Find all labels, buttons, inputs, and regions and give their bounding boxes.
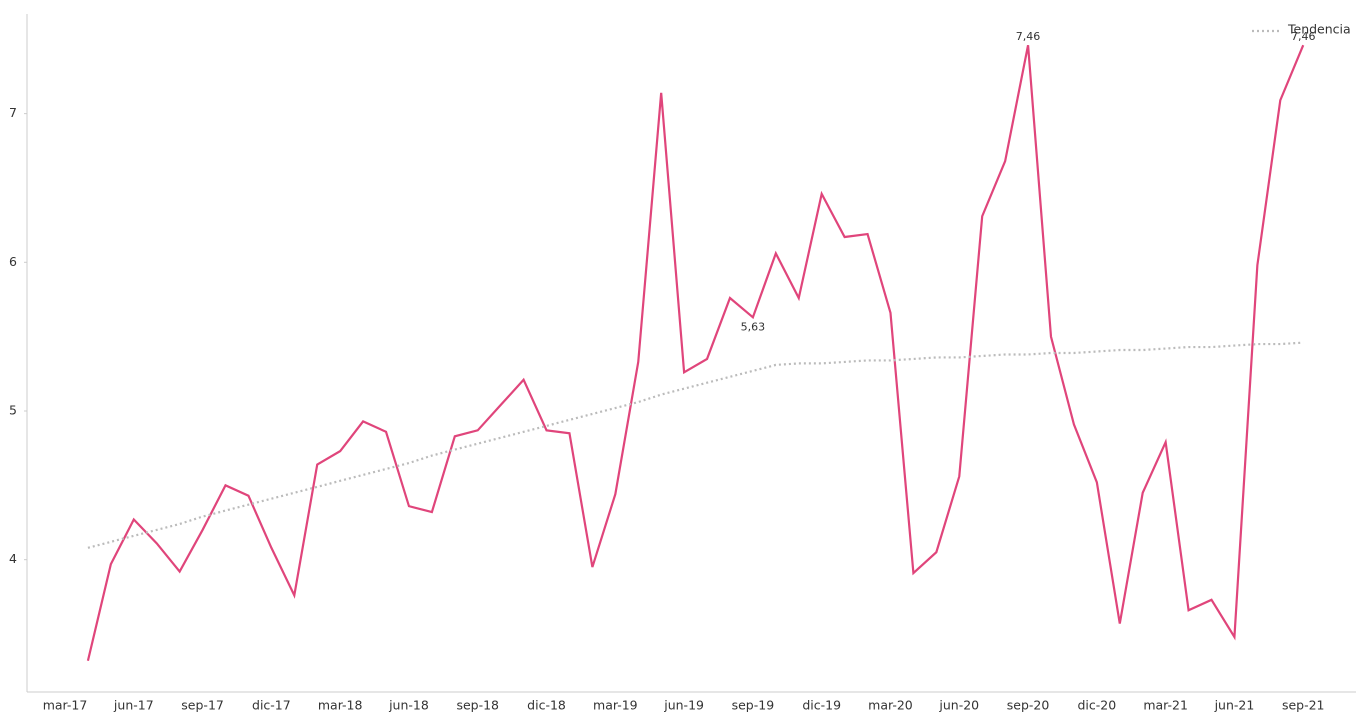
x-tick-label: mar-18	[318, 698, 363, 713]
x-tick-label: mar-19	[593, 698, 638, 713]
x-tick-label: mar-20	[868, 698, 913, 713]
x-tick-label: jun-18	[388, 698, 429, 713]
value-label: 7,46	[1016, 30, 1041, 43]
y-tick-label: 6	[9, 254, 17, 269]
x-tick-label: sep-19	[732, 698, 775, 713]
x-tick-label: dic-20	[1077, 698, 1116, 713]
data-line	[86, 44, 1305, 662]
x-tick-label: jun-19	[663, 698, 704, 713]
x-tick-label: mar-17	[43, 698, 88, 713]
x-tick-label: jun-20	[938, 698, 979, 713]
x-tick-label: sep-18	[456, 698, 499, 713]
x-tick-label: mar-21	[1143, 698, 1188, 713]
x-tick-label: dic-18	[527, 698, 566, 713]
value-label: 7,46	[1291, 30, 1316, 43]
value-label: 5,63	[741, 320, 766, 333]
trend-line	[87, 341, 1304, 549]
y-tick-label: 7	[9, 105, 17, 120]
y-tick-label: 5	[9, 402, 17, 417]
y-tick-label: 4	[9, 551, 17, 566]
x-tick-label: dic-17	[252, 698, 291, 713]
legend-label: Tendencia	[1287, 22, 1351, 37]
x-tick-label: dic-19	[802, 698, 841, 713]
x-tick-label: sep-20	[1007, 698, 1050, 713]
x-tick-label: sep-17	[181, 698, 224, 713]
x-tick-label: jun-21	[1214, 698, 1255, 713]
x-tick-label: jun-17	[113, 698, 154, 713]
x-tick-label: sep-21	[1282, 698, 1325, 713]
